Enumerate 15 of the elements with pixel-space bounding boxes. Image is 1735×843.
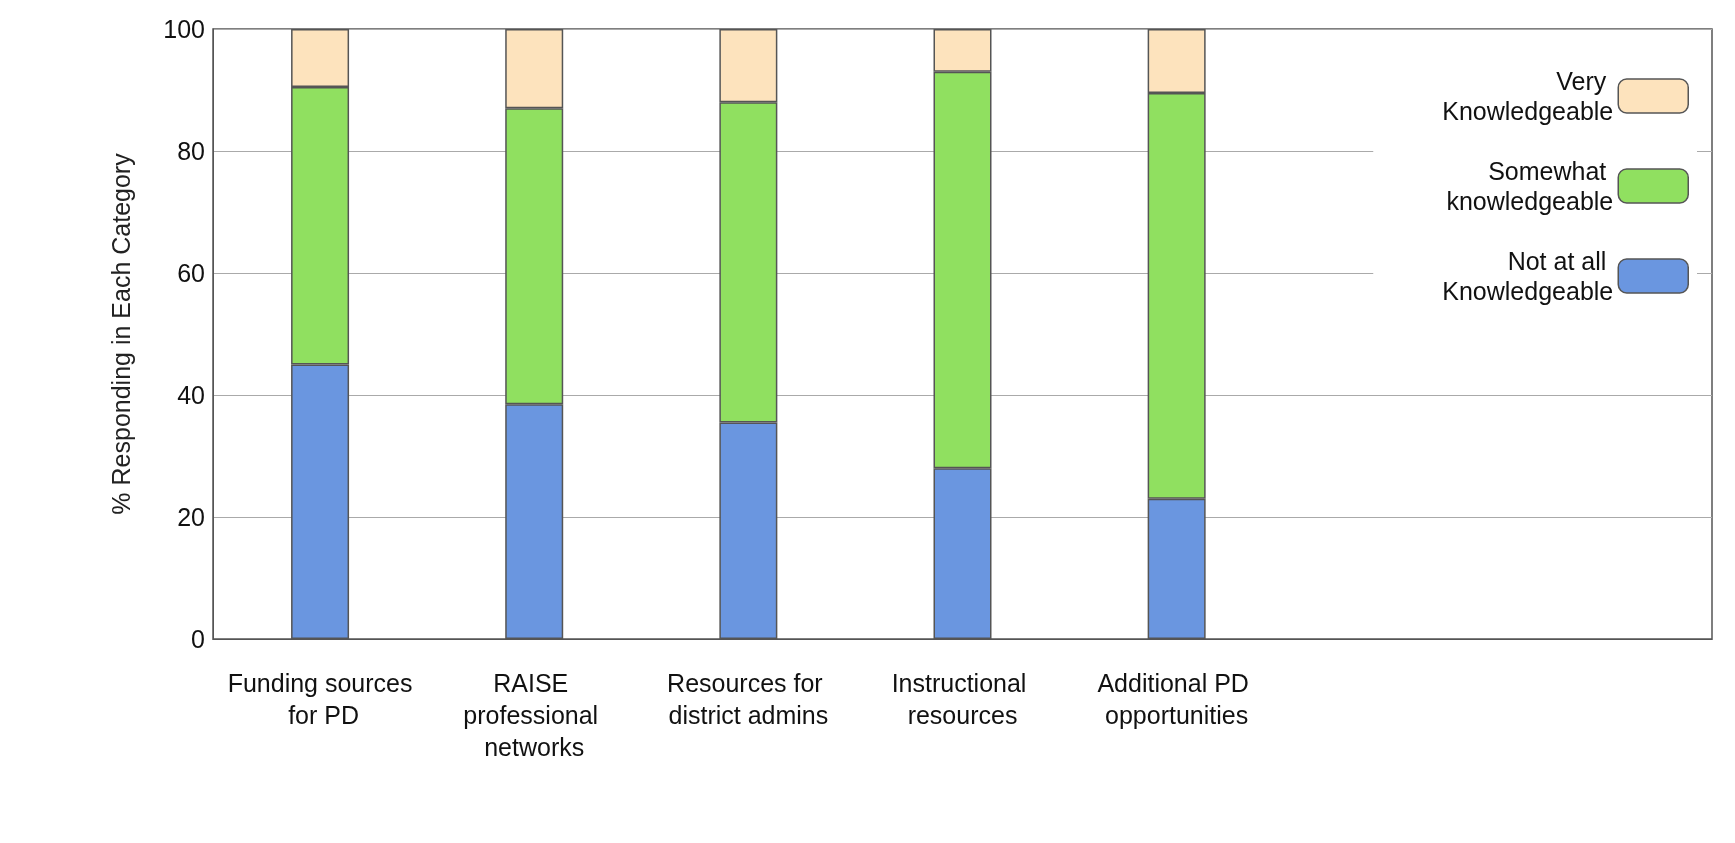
y-tick-label: 100 <box>163 15 205 43</box>
y-axis-title: % Responding in Each Category <box>106 152 135 515</box>
x-tick-label: Funding sources for PD <box>227 669 413 729</box>
x-tick-label: Additional PD opportunities <box>1097 669 1256 729</box>
y-tick-label: 0 <box>191 625 205 653</box>
x-tick-label: Resources for district admins <box>667 669 830 729</box>
y-tick-label: 60 <box>177 259 205 287</box>
y-tick-label: 20 <box>177 503 205 531</box>
x-tick-label: RAISE professional networks <box>463 669 606 761</box>
y-tick-label: 80 <box>177 137 205 165</box>
x-tick-label: Instructional resources <box>891 669 1034 729</box>
legend-label: Somewhat knowledgeable <box>1446 157 1614 215</box>
legend-label: Very Knowledgeable <box>1442 67 1614 125</box>
y-tick-label: 40 <box>177 381 205 409</box>
legend-label: Not at all Knowledgeable <box>1442 247 1614 305</box>
